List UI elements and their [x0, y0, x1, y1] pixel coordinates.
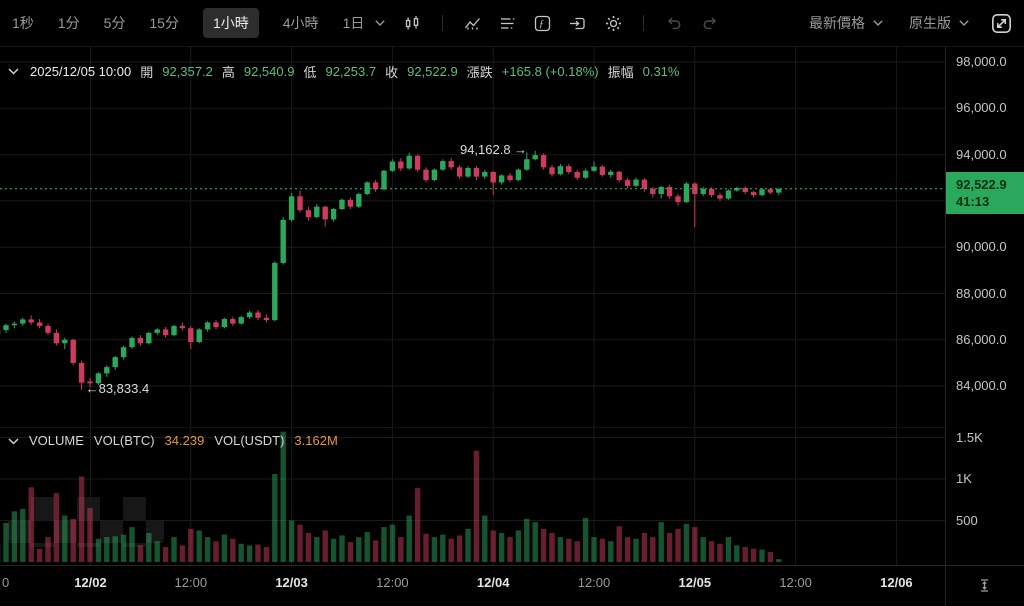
timeframe-1分[interactable]: 1分	[57, 15, 80, 31]
fullscreen-icon[interactable]	[991, 13, 1012, 34]
version-dropdown[interactable]: 原生版	[909, 13, 969, 33]
undo-icon[interactable]	[665, 15, 683, 31]
time-axis-label[interactable]: 12:00	[577, 575, 611, 590]
time-axis-label[interactable]: 12:00	[174, 575, 208, 590]
time-axis-label[interactable]: 12/03	[275, 575, 308, 590]
settings-gear-icon[interactable]	[605, 15, 622, 32]
open-value: 92,357.2	[162, 63, 213, 79]
high-label: 高	[221, 64, 235, 80]
time-axis-label[interactable]: 0	[2, 575, 10, 590]
svg-text:ƒ: ƒ	[539, 19, 544, 30]
vol-usdt-value: 3.162M	[294, 433, 338, 448]
price-axis-label[interactable]: 84,000.0	[956, 378, 1007, 394]
amplitude-label: 振幅	[607, 64, 634, 80]
low-label: 低	[303, 64, 317, 80]
time-axis-label[interactable]: 12:00	[376, 575, 409, 590]
time-axis-label[interactable]: 12/06	[880, 575, 913, 590]
vol-btc-value: 34.239	[164, 433, 205, 448]
watermark	[8, 497, 164, 547]
change-label: 漲跌	[466, 64, 493, 80]
high-value: 92,540.9	[243, 63, 295, 79]
volume-header: VOLUME VOL(BTC) 34.239 VOL(USDT) 3.162M	[8, 433, 338, 448]
candle-countdown: 41:13	[956, 193, 990, 209]
price-axis-label[interactable]: 90,000.0	[956, 239, 1007, 255]
close-label: 收	[385, 64, 399, 80]
change-value: +165.8 (+0.18%)	[501, 63, 599, 79]
scale-adjust-icon[interactable]	[945, 565, 1024, 606]
low-price-annotation: ←83,833.4	[85, 380, 150, 396]
candlestick-chart-icon[interactable]	[404, 15, 421, 32]
timeframe-1小時[interactable]: 1小時	[202, 8, 259, 38]
volume-axis-label[interactable]: 500	[956, 512, 978, 528]
chart-toolbar: 1秒 1分 5分 15分 1小時 4小時 1日	[0, 0, 1024, 47]
time-axis-label[interactable]: 12/04	[476, 575, 510, 590]
timeframe-1日[interactable]: 1日	[342, 15, 365, 31]
fx-function-icon[interactable]: ƒ	[534, 15, 551, 32]
compare-move-icon[interactable]	[569, 15, 587, 32]
vol-usdt-label: VOL(USDT)	[214, 433, 285, 448]
ohlc-info-bar: 2025/12/05 10:00 開 92,357.2 高 92,540.9 低…	[8, 62, 679, 80]
volume-axis-label[interactable]: 1.5K	[956, 429, 983, 445]
timeframe-1秒[interactable]: 1秒	[12, 15, 34, 31]
vol-btc-label: VOL(BTC)	[93, 433, 155, 448]
version-label: 原生版	[909, 15, 951, 31]
current-price-value: 92,522.9	[956, 176, 1007, 192]
price-axis-label[interactable]: 86,000.0	[956, 331, 1007, 347]
price-axis-label[interactable]: 88,000.0	[956, 285, 1007, 301]
collapse-chevron-icon[interactable]	[8, 67, 19, 75]
volume-title: VOLUME	[29, 433, 84, 448]
timeframe-15分[interactable]: 15分	[149, 15, 179, 31]
collapse-chevron-icon[interactable]	[8, 433, 19, 448]
chevron-down-icon[interactable]	[375, 20, 386, 26]
ohlc-datetime: 2025/12/05 10:00	[30, 63, 132, 79]
time-axis-label[interactable]: 12/02	[74, 575, 107, 590]
high-price-annotation: 94,162.8 →	[459, 141, 528, 157]
price-axis-label[interactable]: 96,000.0	[956, 100, 1007, 116]
time-axis-label[interactable]: 12/05	[678, 575, 712, 590]
price-mode-dropdown[interactable]: 最新價格	[809, 13, 883, 33]
volume-axis-label[interactable]: 1K	[956, 471, 972, 486]
timeframe-group: 1秒 1分 5分 15分 1小時 4小時 1日	[12, 8, 364, 38]
indicators-icon[interactable]	[464, 15, 481, 32]
chevron-down-icon	[873, 20, 883, 26]
toolbar-right-group: 最新價格 原生版	[783, 13, 1012, 34]
amplitude-value: 0.31%	[642, 63, 680, 79]
timeframe-5分[interactable]: 5分	[103, 15, 126, 31]
redo-icon[interactable]	[701, 15, 719, 31]
open-label: 開	[140, 64, 154, 80]
timeframe-4小時[interactable]: 4小時	[282, 15, 319, 31]
close-value: 92,522.9	[407, 63, 458, 79]
price-axis-label[interactable]: 98,000.0	[956, 54, 1007, 69]
toolbar-divider	[442, 15, 444, 31]
current-price-badge: 92,522.9 41:13	[946, 171, 1024, 214]
price-axis-label[interactable]: 94,000.0	[956, 146, 1007, 162]
price-mode-label: 最新價格	[809, 15, 865, 31]
low-value: 92,253.7	[325, 63, 377, 79]
indicator-list-icon[interactable]	[499, 15, 516, 32]
toolbar-divider	[643, 15, 645, 31]
chevron-down-icon	[959, 20, 969, 26]
time-axis-label[interactable]: 12:00	[779, 575, 812, 590]
